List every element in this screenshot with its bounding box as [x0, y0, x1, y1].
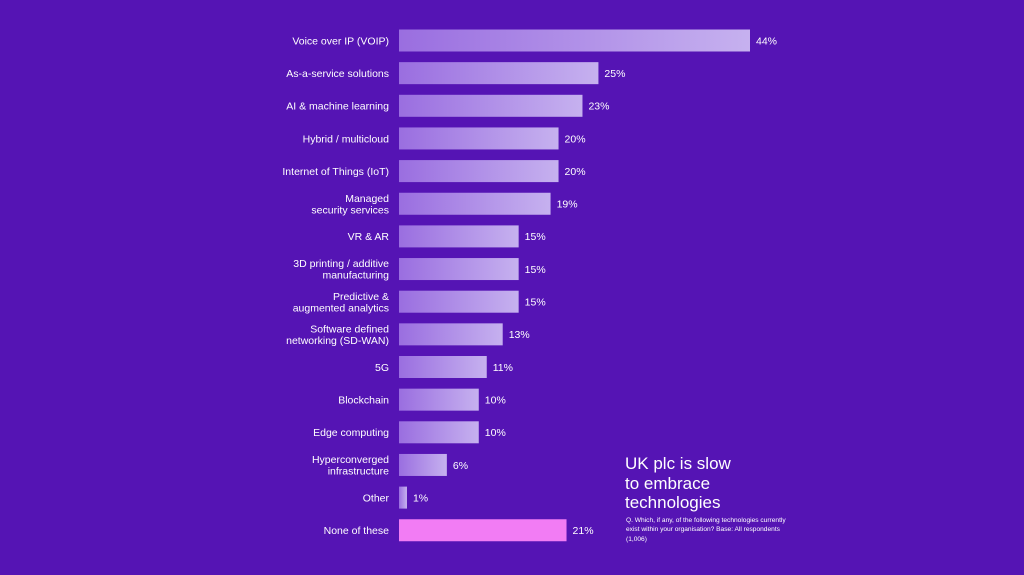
category-label: Voice over IP (VOIP) — [292, 35, 389, 47]
value-label: 20% — [565, 166, 586, 178]
category-label: Other — [363, 492, 390, 504]
survey-question-note: Q. Which, if any, of the following techn… — [626, 517, 786, 543]
category-label: Edge computing — [313, 427, 389, 439]
value-label: 1% — [413, 492, 428, 504]
value-label: 25% — [604, 68, 625, 80]
category-label: None of these — [324, 525, 390, 537]
bar — [399, 388, 479, 411]
bar — [399, 356, 487, 378]
category-label: 5G — [375, 362, 389, 374]
value-label: 10% — [485, 394, 506, 406]
headline: UK plc is slow to embrace technologies — [625, 454, 731, 512]
value-label: 20% — [565, 133, 586, 145]
bar — [399, 160, 559, 183]
bar — [399, 519, 567, 542]
bars-group: Voice over IP (VOIP) 44% As-a-service solu… — [282, 29, 777, 542]
category-label: 3D printing / additive manufacturing — [293, 258, 389, 282]
category-label: Internet of Things (IoT) — [282, 166, 389, 178]
bar — [399, 127, 559, 150]
bar — [399, 62, 599, 85]
category-label: As-a-service solutions — [286, 68, 389, 80]
category-label: Managed security services — [311, 193, 389, 217]
category-label: Hybrid / multicloud — [303, 133, 390, 145]
bar — [399, 29, 750, 52]
category-label: Predictive & augmented analytics — [293, 291, 389, 315]
bar — [399, 323, 503, 346]
value-label: 21% — [573, 525, 594, 537]
bar — [399, 225, 519, 248]
value-label: 13% — [509, 329, 530, 341]
bar — [399, 486, 407, 509]
value-label: 15% — [525, 264, 546, 276]
category-label: VR & AR — [348, 231, 390, 243]
category-label: Software defined networking (SD-WAN) — [286, 323, 389, 347]
bar — [399, 94, 583, 117]
value-label: 44% — [756, 35, 777, 47]
value-label: 11% — [493, 362, 513, 374]
value-label: 10% — [485, 427, 506, 439]
value-label: 23% — [588, 101, 609, 113]
value-label: 19% — [557, 199, 578, 211]
value-label: 6% — [453, 460, 468, 472]
bar — [399, 453, 447, 476]
category-label: AI & machine learning — [286, 101, 389, 113]
bar — [399, 290, 519, 313]
category-label: Blockchain — [338, 394, 389, 406]
value-label: 15% — [525, 231, 546, 243]
bar — [399, 192, 551, 215]
bar — [399, 258, 519, 281]
category-label: Hyperconverged infrastructure — [312, 454, 389, 478]
value-label: 15% — [525, 297, 546, 309]
bar — [399, 421, 479, 444]
